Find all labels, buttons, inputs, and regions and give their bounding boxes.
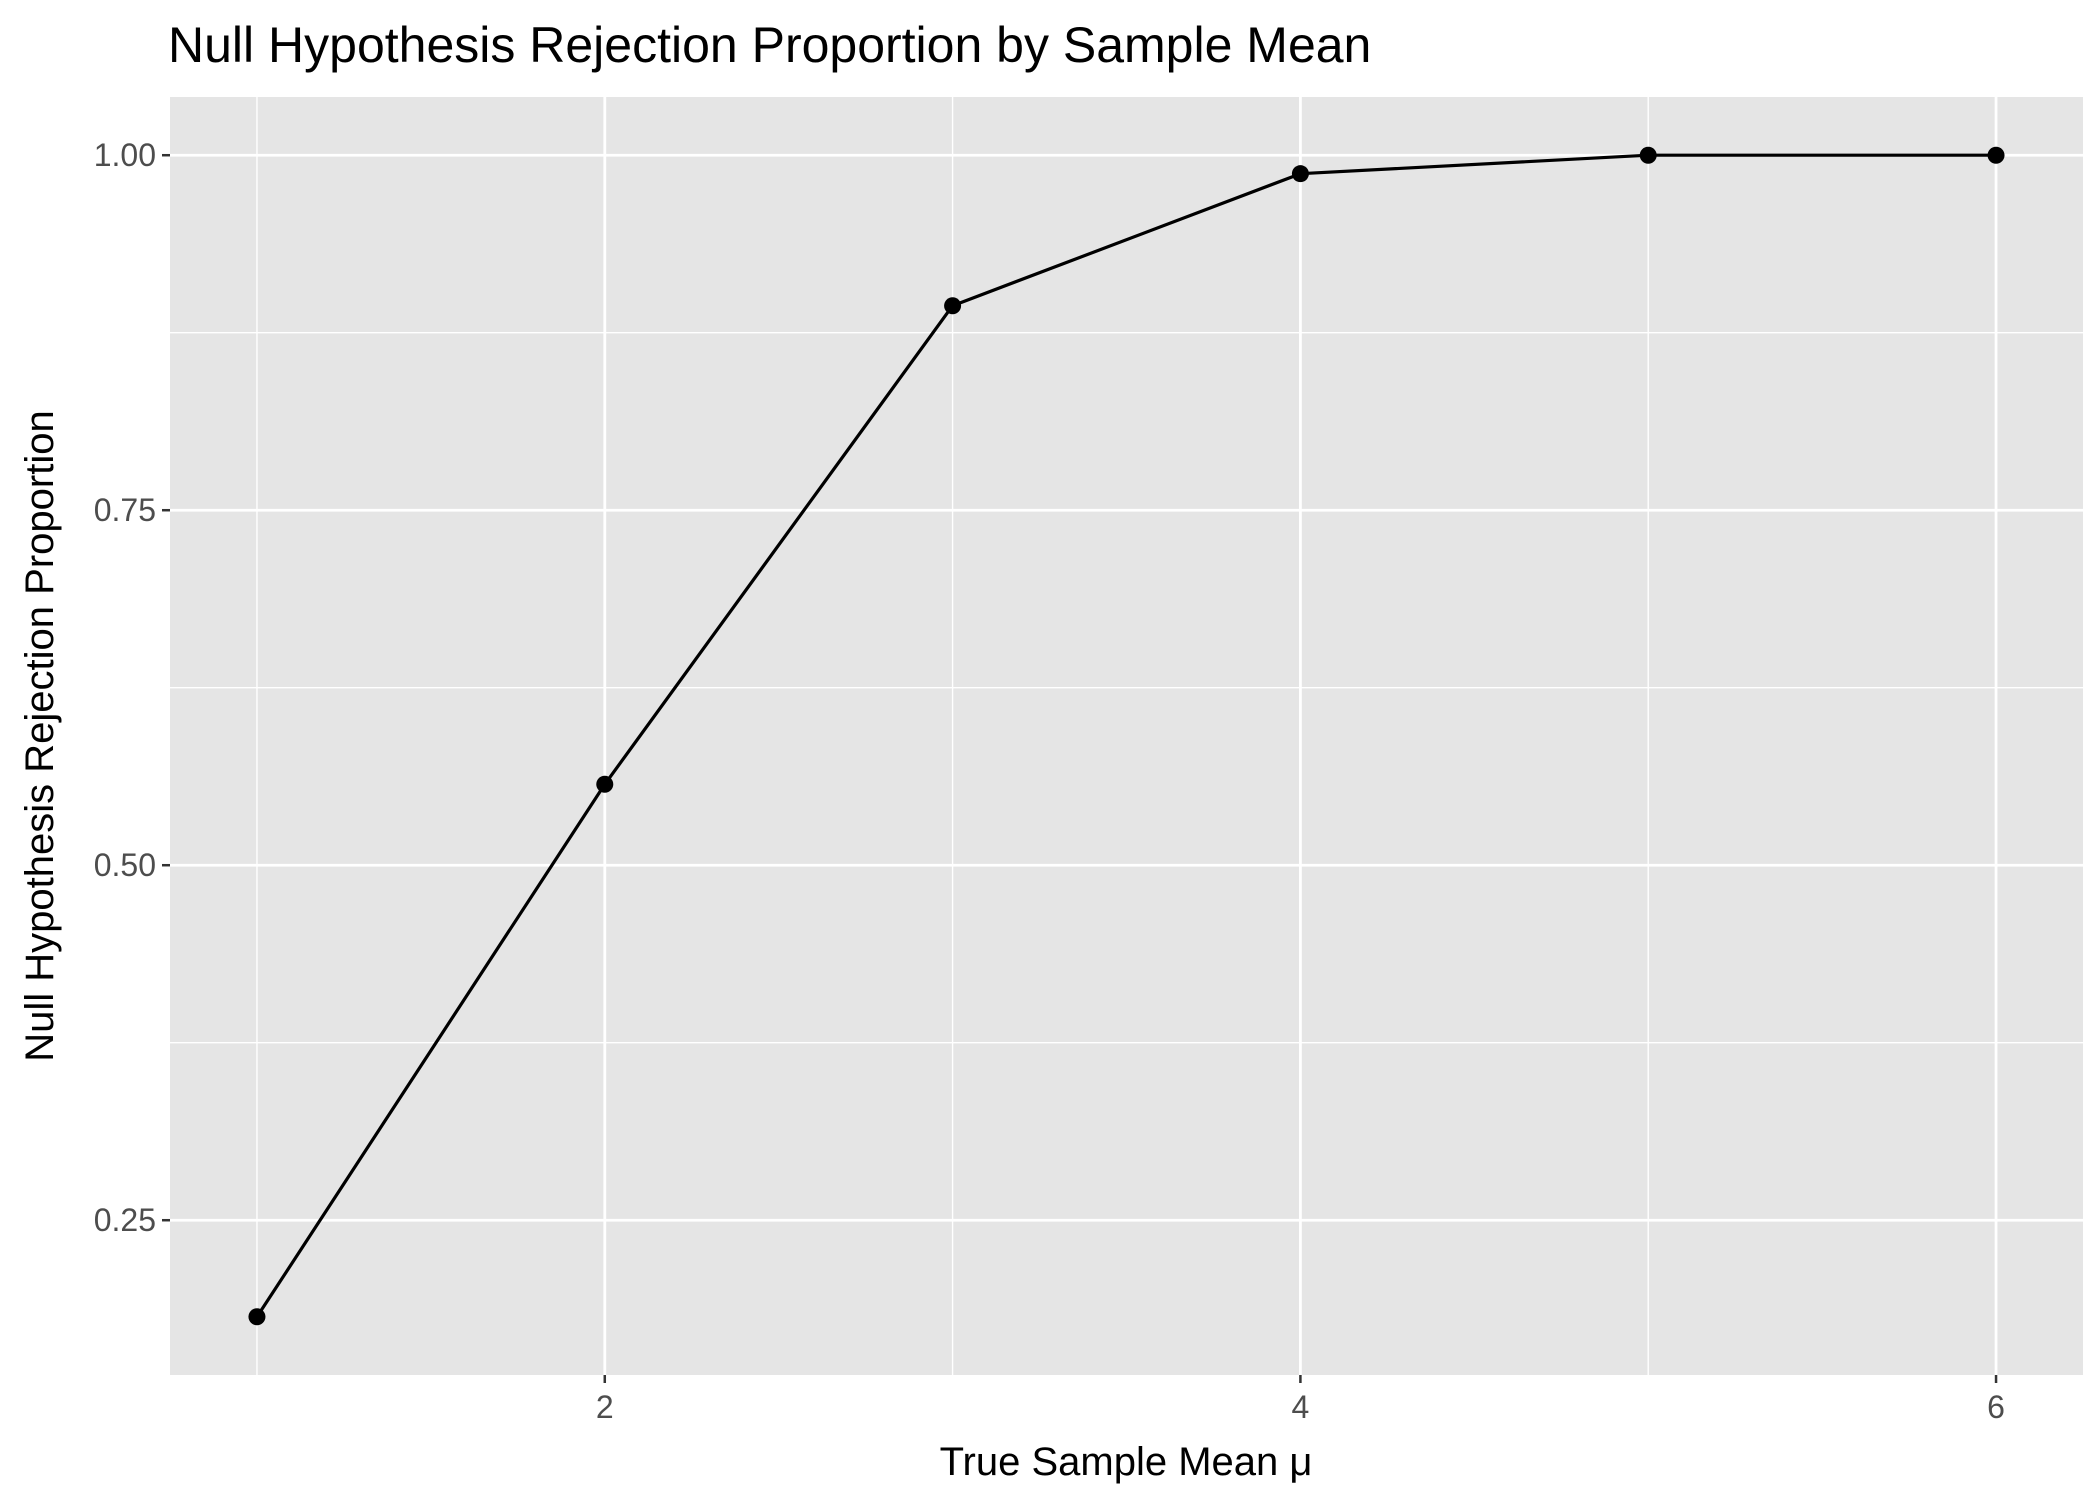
x-tick-label: 4 — [1292, 1389, 1310, 1425]
series-line — [255, 153, 1996, 1318]
y-tick-label: 0.75 — [94, 492, 156, 528]
series-layer — [248, 146, 2005, 1326]
y-axis: 0.25 0.50 0.75 1.00 — [94, 137, 170, 1238]
x-tick-label: 6 — [1987, 1389, 2005, 1425]
plot-panel — [170, 97, 2083, 1375]
x-axis-title: True Sample Mean μ — [940, 1440, 1313, 1484]
data-point — [1291, 165, 1309, 183]
y-tick-label: 0.25 — [94, 1202, 156, 1238]
x-axis: 2 4 6 — [596, 1375, 2005, 1425]
y-tick-label: 0.50 — [94, 847, 156, 883]
data-point — [1639, 146, 1657, 164]
x-tick-label: 2 — [596, 1389, 614, 1425]
chart-title: Null Hypothesis Rejection Proportion by … — [168, 17, 1371, 73]
y-tick-label: 1.00 — [94, 137, 156, 173]
data-point — [596, 775, 614, 793]
data-point — [1987, 146, 2005, 164]
data-point — [944, 297, 962, 315]
y-axis-title: Null Hypothesis Rejection Proportion — [18, 410, 62, 1061]
data-point — [248, 1308, 266, 1326]
